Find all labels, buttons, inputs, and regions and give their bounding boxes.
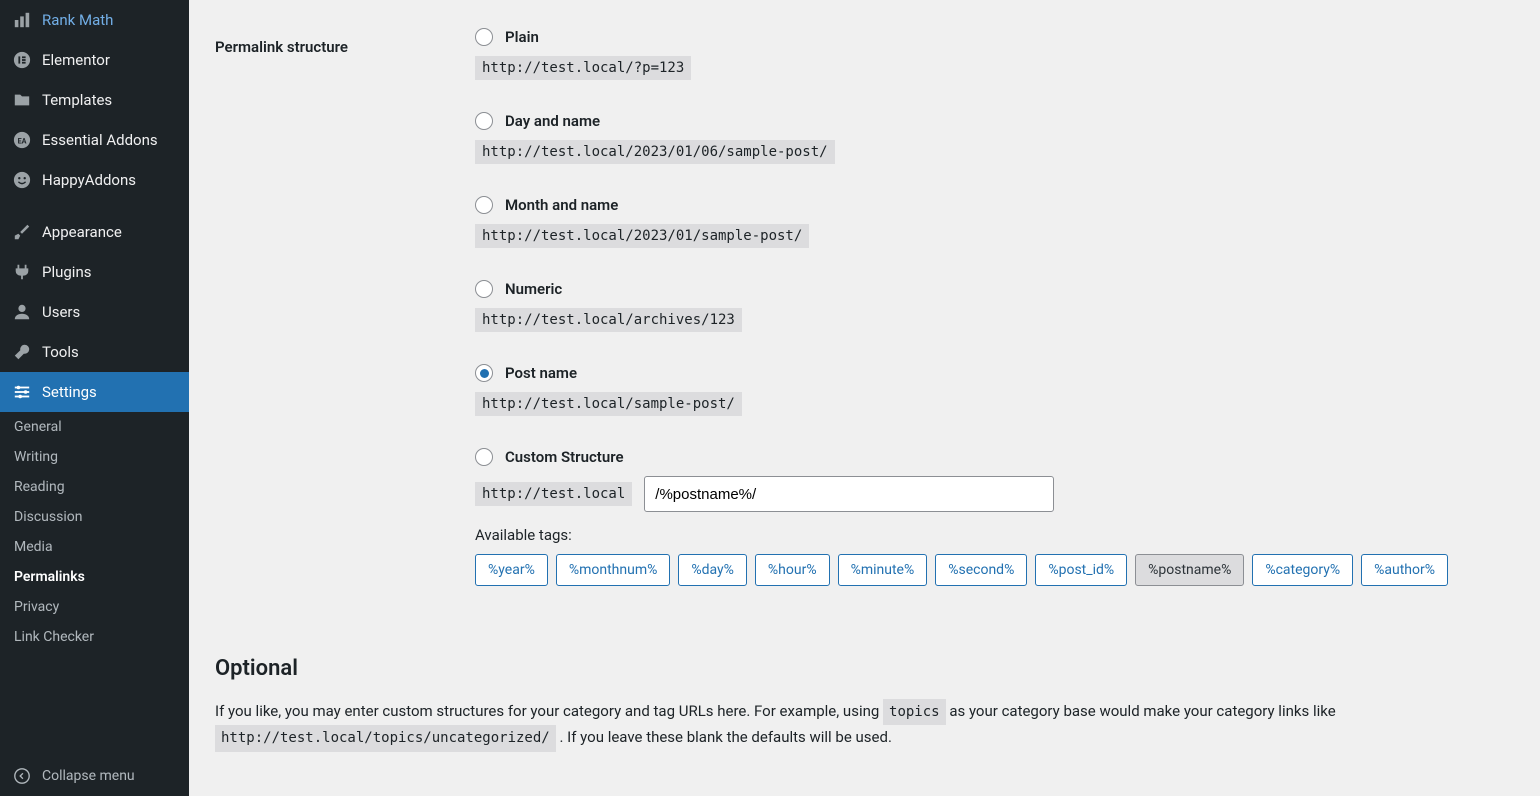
submenu-reading[interactable]: Reading <box>0 472 189 502</box>
collapse-label: Collapse menu <box>42 768 135 784</box>
collapse-icon <box>12 766 32 786</box>
sidebar-item-label: Elementor <box>42 51 110 69</box>
sidebar-item-elementor[interactable]: Elementor <box>0 40 189 80</box>
tag-day[interactable]: %day% <box>678 554 747 586</box>
sidebar-item-tools[interactable]: Tools <box>0 332 189 372</box>
optional-code-url: http://test.local/topics/uncategorized/ <box>215 725 556 751</box>
tag-hour[interactable]: %hour% <box>755 554 830 586</box>
optional-text-3: . If you leave these blank the defaults … <box>559 728 891 746</box>
radio-custom-label: Custom Structure <box>505 448 624 466</box>
permalink-structure-label: Permalink structure <box>215 20 475 610</box>
sidebar-item-happyaddons[interactable]: HappyAddons <box>0 160 189 200</box>
permalink-option-monthname: Month and name http://test.local/2023/01… <box>475 188 1514 248</box>
radio-numeric-label: Numeric <box>505 280 562 298</box>
radio-plain-label: Plain <box>505 28 539 46</box>
menu-separator <box>0 200 189 212</box>
tag-category[interactable]: %category% <box>1252 554 1353 586</box>
submenu-discussion[interactable]: Discussion <box>0 502 189 532</box>
optional-paragraph: If you like, you may enter custom struct… <box>215 699 1514 752</box>
submenu-permalinks[interactable]: Permalinks <box>0 562 189 592</box>
permalink-option-postname: Post name http://test.local/sample-post/ <box>475 356 1514 416</box>
radio-postname[interactable] <box>475 364 493 382</box>
radio-dayname-label: Day and name <box>505 112 600 130</box>
sidebar-item-label: Essential Addons <box>42 131 158 149</box>
tag-second[interactable]: %second% <box>935 554 1027 586</box>
sidebar-item-essentialaddons[interactable]: EA Essential Addons <box>0 120 189 160</box>
sidebar-item-rankmath[interactable]: Rank Math <box>0 0 189 40</box>
custom-base-url: http://test.local <box>475 482 632 506</box>
submenu-linkchecker[interactable]: Link Checker <box>0 622 189 652</box>
sidebar-item-label: Users <box>42 303 80 321</box>
wrench-icon <box>12 342 32 362</box>
tag-year[interactable]: %year% <box>475 554 548 586</box>
radio-postname-label: Post name <box>505 364 577 382</box>
sidebar-item-label: Templates <box>42 91 112 109</box>
optional-heading: Optional <box>215 656 1514 681</box>
permalink-option-custom: Custom Structure http://test.local Avail… <box>475 440 1514 586</box>
sidebar-item-label: HappyAddons <box>42 171 136 189</box>
available-tags: %year% %monthnum% %day% %hour% %minute% … <box>475 554 1514 586</box>
radio-monthname[interactable] <box>475 196 493 214</box>
radio-numeric[interactable] <box>475 280 493 298</box>
admin-sidebar: Rank Math Elementor Templates EA Essenti… <box>0 0 189 796</box>
sidebar-item-label: Appearance <box>42 223 122 241</box>
sliders-icon <box>12 382 32 402</box>
radio-monthname-label: Month and name <box>505 196 618 214</box>
sidebar-item-label: Plugins <box>42 263 91 281</box>
url-example-postname: http://test.local/sample-post/ <box>475 392 742 416</box>
svg-text:EA: EA <box>18 137 27 146</box>
url-example-plain: http://test.local/?p=123 <box>475 56 691 80</box>
tag-postname[interactable]: %postname% <box>1135 554 1244 586</box>
tag-author[interactable]: %author% <box>1361 554 1448 586</box>
sidebar-item-label: Settings <box>42 383 97 401</box>
submenu-writing[interactable]: Writing <box>0 442 189 472</box>
submenu-general[interactable]: General <box>0 412 189 442</box>
sidebar-item-appearance[interactable]: Appearance <box>0 212 189 252</box>
chart-icon <box>12 10 32 30</box>
content-area: Permalink structure Plain http://test.lo… <box>189 0 1540 796</box>
radio-plain[interactable] <box>475 28 493 46</box>
folder-icon <box>12 90 32 110</box>
available-tags-label: Available tags: <box>475 526 1514 544</box>
sidebar-item-plugins[interactable]: Plugins <box>0 252 189 292</box>
radio-custom[interactable] <box>475 448 493 466</box>
permalink-option-dayname: Day and name http://test.local/2023/01/0… <box>475 104 1514 164</box>
permalink-option-numeric: Numeric http://test.local/archives/123 <box>475 272 1514 332</box>
optional-code-topics: topics <box>883 699 946 725</box>
url-example-monthname: http://test.local/2023/01/sample-post/ <box>475 224 809 248</box>
elementor-icon <box>12 50 32 70</box>
radio-dayname[interactable] <box>475 112 493 130</box>
submenu-privacy[interactable]: Privacy <box>0 592 189 622</box>
sidebar-item-templates[interactable]: Templates <box>0 80 189 120</box>
permalink-option-plain: Plain http://test.local/?p=123 <box>475 20 1514 80</box>
brush-icon <box>12 222 32 242</box>
optional-text-2: as your category base would make your ca… <box>949 702 1335 720</box>
permalink-options: Plain http://test.local/?p=123 Day and n… <box>475 20 1514 610</box>
tag-monthnum[interactable]: %monthnum% <box>556 554 671 586</box>
settings-submenu: General Writing Reading Discussion Media… <box>0 412 189 652</box>
ea-icon: EA <box>12 130 32 150</box>
sidebar-item-label: Rank Math <box>42 11 113 29</box>
submenu-media[interactable]: Media <box>0 532 189 562</box>
collapse-menu-button[interactable]: Collapse menu <box>0 756 189 796</box>
url-example-dayname: http://test.local/2023/01/06/sample-post… <box>475 140 835 164</box>
optional-text-1: If you like, you may enter custom struct… <box>215 702 883 720</box>
tag-minute[interactable]: %minute% <box>838 554 928 586</box>
user-icon <box>12 302 32 322</box>
url-example-numeric: http://test.local/archives/123 <box>475 308 742 332</box>
sidebar-item-users[interactable]: Users <box>0 292 189 332</box>
custom-structure-input[interactable] <box>644 476 1054 512</box>
plug-icon <box>12 262 32 282</box>
sidebar-item-settings[interactable]: Settings <box>0 372 189 412</box>
tag-postid[interactable]: %post_id% <box>1035 554 1127 586</box>
smile-icon <box>12 170 32 190</box>
sidebar-item-label: Tools <box>42 343 79 361</box>
